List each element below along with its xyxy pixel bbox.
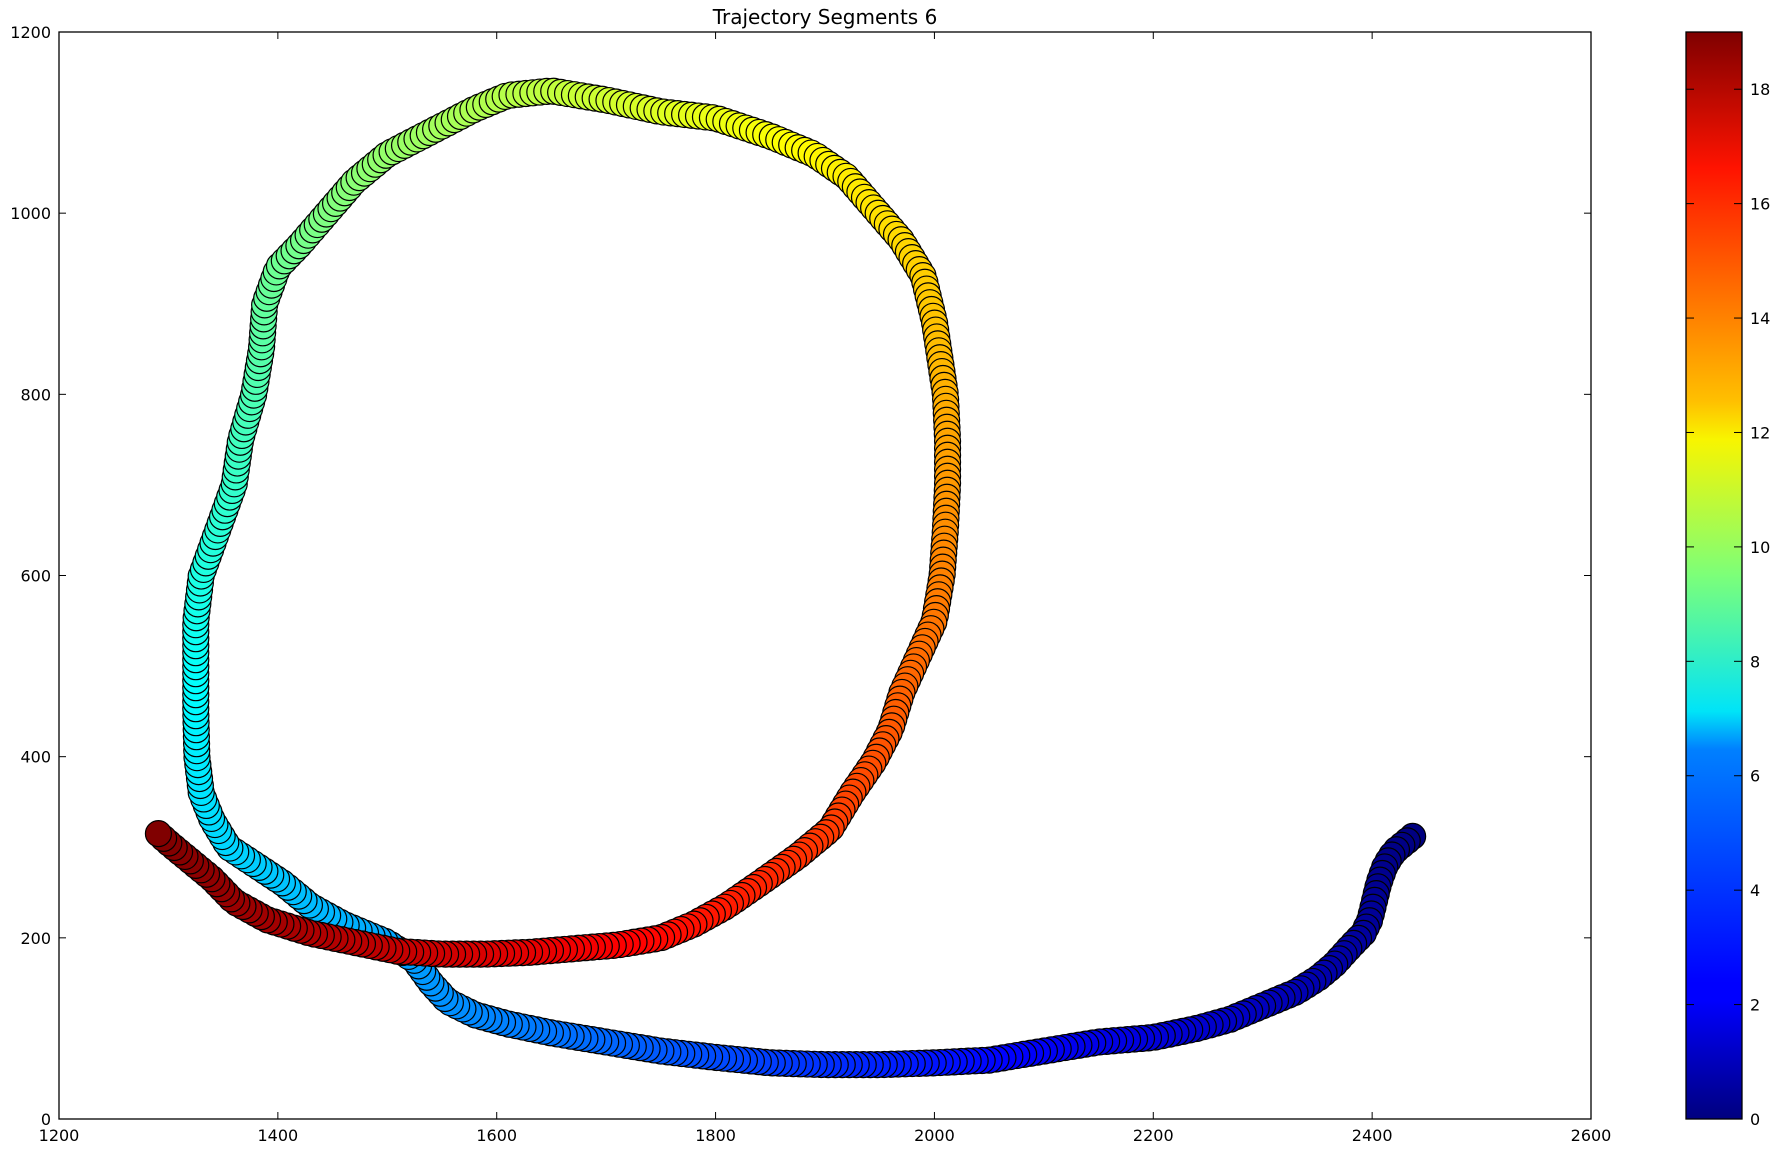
- y-tick-label: 1000: [10, 204, 51, 223]
- y-tick-label: 600: [20, 567, 51, 586]
- x-tick-label: 1600: [476, 1126, 517, 1145]
- colorbar-tick-label: 14: [1750, 309, 1770, 328]
- colorbar-tick-label: 2: [1750, 996, 1760, 1015]
- y-tick-label: 400: [20, 748, 51, 767]
- x-tick-label: 2200: [1133, 1126, 1174, 1145]
- y-tick-label: 0: [41, 1110, 51, 1129]
- colorbar-tick-label: 0: [1750, 1110, 1760, 1129]
- y-tick-label: 200: [20, 929, 51, 948]
- colorbar-tick-label: 12: [1750, 423, 1770, 442]
- colorbar: [1685, 31, 1743, 1120]
- x-tick-label: 2600: [1571, 1126, 1612, 1145]
- x-tick-label: 1800: [695, 1126, 736, 1145]
- colorbar-tick-label: 4: [1750, 881, 1760, 900]
- x-axis: 1200 1400 1600 1800 2000 2200 2400 2600: [39, 32, 1612, 1145]
- colorbar-tick-label: 10: [1750, 538, 1770, 557]
- y-tick-label: 800: [20, 385, 51, 404]
- chart-title: Trajectory Segments 6: [712, 5, 938, 29]
- colorbar-tick-label: 16: [1750, 195, 1770, 214]
- x-tick-label: 1200: [39, 1126, 80, 1145]
- colorbar-ticks: 0 2 4 6 8 10 12 14 16 18: [1686, 80, 1770, 1129]
- x-tick-label: 1400: [257, 1126, 298, 1145]
- x-tick-label: 2400: [1352, 1126, 1393, 1145]
- trajectory-points: [144, 77, 1427, 1079]
- trajectory-point: [144, 820, 173, 848]
- plot-frame: [58, 31, 1592, 1120]
- y-tick-label: 1200: [10, 23, 51, 42]
- colorbar-tick-label: 8: [1750, 652, 1760, 671]
- y-axis: 0 200 400 600 800 1000 1200: [10, 23, 1591, 1129]
- colorbar-tick-label: 18: [1750, 80, 1770, 99]
- x-tick-label: 2000: [914, 1126, 955, 1145]
- colorbar-tick-label: 6: [1750, 767, 1760, 786]
